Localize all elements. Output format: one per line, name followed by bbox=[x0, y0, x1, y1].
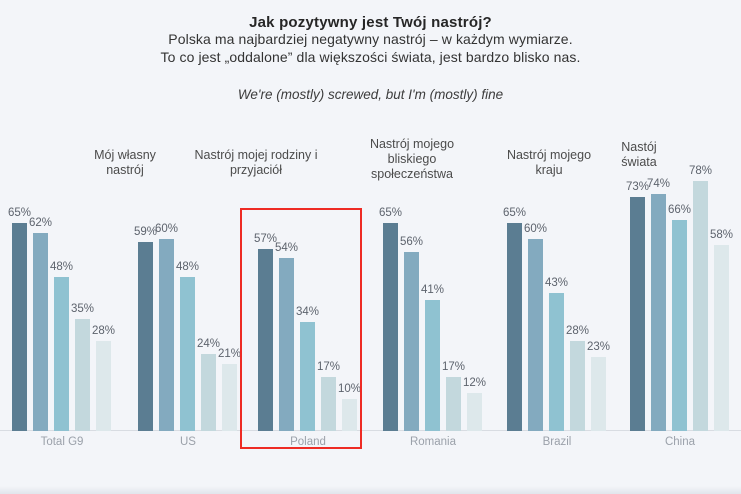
bar-china-series-1 bbox=[651, 194, 666, 431]
bar-romania-series-4 bbox=[467, 393, 482, 431]
bar-brazil-series-4 bbox=[591, 357, 606, 431]
value-label: 73% bbox=[625, 181, 650, 193]
bar-total-g9-series-4 bbox=[96, 341, 111, 431]
dimension-header-my-country: Nastrój mojego kraju bbox=[506, 148, 592, 177]
value-label: 43% bbox=[544, 277, 569, 289]
bar-china-series-2 bbox=[672, 220, 687, 431]
bar-us-series-4 bbox=[222, 364, 237, 431]
value-label: 17% bbox=[316, 361, 341, 373]
value-label: 60% bbox=[154, 223, 179, 235]
value-label: 21% bbox=[217, 348, 242, 360]
category-label: Brazil bbox=[542, 436, 572, 448]
bar-china-series-0 bbox=[630, 197, 645, 431]
bar-total-g9-series-3 bbox=[75, 319, 90, 431]
value-label: 48% bbox=[49, 261, 74, 273]
subtitle-line-2: To co jest „oddalone” dla większości świ… bbox=[160, 49, 581, 65]
value-label: 57% bbox=[253, 233, 278, 245]
category-label: Romania bbox=[409, 436, 457, 448]
bar-poland-series-1 bbox=[279, 258, 294, 431]
axis-baseline bbox=[0, 430, 741, 431]
bar-us-series-3 bbox=[201, 354, 216, 431]
value-label: 74% bbox=[646, 178, 671, 190]
value-label: 28% bbox=[565, 325, 590, 337]
bar-romania-series-2 bbox=[425, 300, 440, 431]
value-label: 66% bbox=[667, 204, 692, 216]
value-label: 23% bbox=[586, 341, 611, 353]
bar-us-series-1 bbox=[159, 239, 174, 431]
value-label: 65% bbox=[378, 207, 403, 219]
dimension-header-family-friends: Nastrój mojej rodziny i przyjaciół bbox=[194, 148, 318, 177]
dimension-header-world: Nastój świata bbox=[621, 140, 657, 169]
tagline: We're (mostly) screwed, but I'm (mostly)… bbox=[237, 87, 504, 102]
subtitle-line-1: Polska ma najbardziej negatywny nastrój … bbox=[168, 31, 573, 47]
bar-china-series-3 bbox=[693, 181, 708, 431]
value-label: 65% bbox=[502, 207, 527, 219]
value-label: 12% bbox=[462, 377, 487, 389]
bar-brazil-series-1 bbox=[528, 239, 543, 431]
value-label: 17% bbox=[441, 361, 466, 373]
value-label: 65% bbox=[7, 207, 32, 219]
value-label: 41% bbox=[420, 284, 445, 296]
value-label: 10% bbox=[337, 383, 362, 395]
dimension-header-own-mood: Mój własny nastrój bbox=[94, 148, 156, 177]
value-label: 35% bbox=[70, 303, 95, 315]
value-label: 62% bbox=[28, 217, 53, 229]
bar-poland-series-0 bbox=[258, 249, 273, 431]
value-label: 59% bbox=[133, 226, 158, 238]
highlight-rectangle-poland bbox=[240, 208, 362, 449]
value-label: 48% bbox=[175, 261, 200, 273]
bar-poland-series-3 bbox=[321, 377, 336, 431]
dimension-header-close-society: Nastrój mojego bliskiego społeczeństwa bbox=[369, 137, 455, 181]
value-label: 58% bbox=[709, 229, 734, 241]
bar-us-series-2 bbox=[180, 277, 195, 431]
category-label: Total G9 bbox=[40, 436, 84, 448]
bar-total-g9-series-2 bbox=[54, 277, 69, 431]
value-label: 54% bbox=[274, 242, 299, 254]
bar-total-g9-series-1 bbox=[33, 233, 48, 431]
value-label: 28% bbox=[91, 325, 116, 337]
page-title: Jak pozytywny jest Twój nastrój? bbox=[249, 14, 492, 31]
bar-brazil-series-0 bbox=[507, 223, 522, 431]
bar-china-series-4 bbox=[714, 245, 729, 431]
bar-poland-series-4 bbox=[342, 399, 357, 431]
value-label: 60% bbox=[523, 223, 548, 235]
value-label: 78% bbox=[688, 165, 713, 177]
bar-romania-series-0 bbox=[383, 223, 398, 431]
bar-brazil-series-3 bbox=[570, 341, 585, 431]
category-label: US bbox=[180, 436, 196, 448]
bar-brazil-series-2 bbox=[549, 293, 564, 431]
value-label: 34% bbox=[295, 306, 320, 318]
bar-total-g9-series-0 bbox=[12, 223, 27, 431]
bar-romania-series-1 bbox=[404, 252, 419, 431]
category-label: Poland bbox=[290, 436, 326, 448]
bar-romania-series-3 bbox=[446, 377, 461, 431]
value-label: 56% bbox=[399, 236, 424, 248]
value-label: 24% bbox=[196, 338, 221, 350]
bar-us-series-0 bbox=[138, 242, 153, 431]
bottom-shadow-band bbox=[0, 486, 741, 494]
bar-poland-series-2 bbox=[300, 322, 315, 431]
category-label: China bbox=[664, 436, 696, 448]
